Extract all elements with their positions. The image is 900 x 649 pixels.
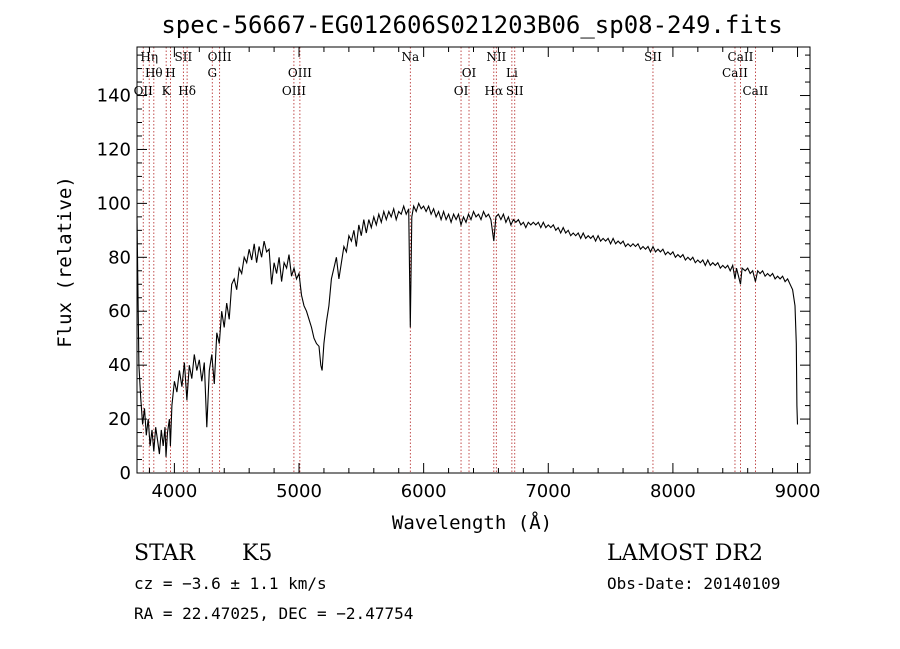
y-tick-label: 20 (108, 409, 131, 430)
survey-name: LAMOST DR2 (607, 541, 763, 566)
axis-ticks: 4000 5000 6000 7000 8000 9000 0 20 40 60 80 100 120 1… (97, 47, 821, 502)
spectral-line-label: OI (454, 84, 469, 98)
spectral-line-label: NII (486, 50, 506, 64)
y-tick-label: 40 (108, 355, 131, 376)
spectral-line-label: OII (134, 84, 154, 98)
x-tick-label: 6000 (401, 481, 447, 502)
coordinates-text: RA = 22.47025, DEC = −2.47754 (134, 604, 414, 623)
spectral-line-label: Na (401, 50, 419, 64)
spectral-line-label: OI (462, 66, 477, 80)
spectral-line-label: SII (175, 50, 193, 64)
spectral-line-label: OIII (282, 84, 306, 98)
y-tick-label: 80 (108, 247, 131, 268)
obs-date: Obs-Date: 20140109 (607, 574, 781, 593)
spectral-line-label: OIII (208, 50, 232, 64)
y-tick-label: 60 (108, 301, 131, 322)
spectral-line-label: OIII (288, 66, 312, 80)
spectrum-chart: spec-56667-EG012606S021203B06_sp08-249.f… (54, 11, 821, 534)
y-tick-label: 140 (97, 86, 131, 107)
x-tick-label: 9000 (775, 481, 821, 502)
spectral-line-label: G (207, 66, 217, 80)
object-class: STAR (134, 541, 195, 566)
spectrum-line (136, 201, 799, 457)
spectral-line-label: SII (506, 84, 524, 98)
x-tick-label: 5000 (276, 481, 322, 502)
spectral-line-label: H (165, 66, 175, 80)
redshift-text: cz = −3.6 ± 1.1 km/s (134, 574, 327, 593)
x-tick-label: 4000 (151, 481, 197, 502)
y-tick-label: 0 (120, 463, 131, 484)
y-axis-label: Flux (relative) (54, 176, 76, 348)
spectral-line-label: CaII (722, 66, 748, 80)
spectral-line-label: Hα (485, 84, 504, 98)
y-tick-label: 100 (97, 193, 131, 214)
plot-frame (136, 46, 811, 474)
x-tick-label: 8000 (650, 481, 696, 502)
spectral-line-label: K (162, 84, 172, 98)
spectral-lines: OIIHηHθKHSIIHδGOIIIOIIIOIIINaOIOIHαNIILi… (134, 47, 769, 473)
x-tick-label: 7000 (525, 481, 571, 502)
spectral-line-label: Hδ (178, 84, 196, 98)
spectral-line-label: Hθ (145, 66, 163, 80)
spectral-line-label: SII (644, 50, 662, 64)
spectral-line-label: Li (506, 66, 518, 80)
chart-title: spec-56667-EG012606S021203B06_sp08-249.f… (161, 11, 782, 39)
spectral-line-label: CaII (742, 84, 768, 98)
object-subclass: K5 (242, 541, 273, 566)
x-axis-label: Wavelength (Å) (392, 511, 552, 534)
y-tick-label: 120 (97, 139, 131, 160)
spectral-line-label: CaII (728, 50, 754, 64)
spectral-line-label: Hη (140, 50, 158, 64)
